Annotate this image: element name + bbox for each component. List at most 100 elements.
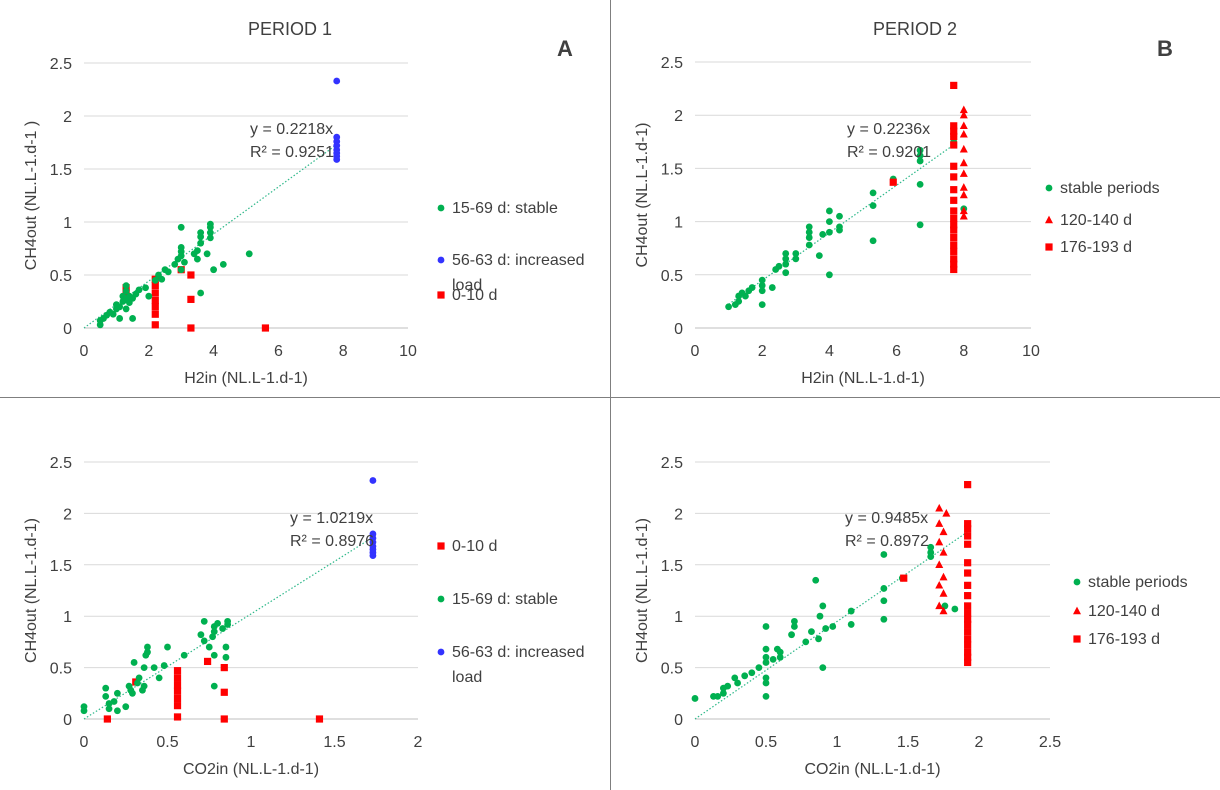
x-tick-label: 2 bbox=[975, 734, 984, 751]
data-point bbox=[950, 255, 958, 263]
data-point bbox=[758, 282, 766, 289]
data-point bbox=[964, 635, 972, 643]
data-point bbox=[720, 689, 727, 697]
data-point bbox=[151, 310, 159, 318]
y-tick-label: 1 bbox=[674, 215, 683, 232]
data-point bbox=[819, 230, 827, 238]
data-point bbox=[942, 509, 951, 517]
data-point bbox=[791, 617, 798, 625]
x-tick-label: 4 bbox=[825, 343, 834, 360]
data-point bbox=[916, 152, 924, 160]
data-point bbox=[173, 681, 182, 689]
equation-label: y = 0.2218x bbox=[250, 121, 333, 138]
data-point bbox=[935, 580, 944, 589]
data-point bbox=[950, 122, 958, 130]
chart-panel-a: 0 0.5 1 1.5 2 2.5 0 2 4 6 8 10 H2in (NL.L-1.d-1) CH4o… bbox=[23, 19, 585, 387]
data-point bbox=[122, 282, 130, 289]
data-point bbox=[836, 212, 843, 220]
data-point bbox=[144, 648, 151, 656]
data-point bbox=[964, 653, 972, 661]
x-axis-label: H2in (NL.L-1.d-1) bbox=[184, 370, 308, 387]
data-point bbox=[206, 220, 214, 228]
data-point bbox=[927, 543, 935, 551]
data-point bbox=[129, 315, 137, 322]
series-1 bbox=[725, 133, 968, 311]
data-point bbox=[776, 648, 784, 656]
data-point bbox=[880, 597, 888, 605]
x-tick-label: 0 bbox=[691, 343, 700, 360]
y-tick-label: 1 bbox=[63, 215, 72, 232]
data-point bbox=[808, 628, 815, 636]
x-tick-label: 6 bbox=[274, 343, 283, 360]
chart-panel-c: 0 0.5 1 1.5 2 2.5 0 0.5 1 1.5 2 CO2in (NL.L-1.d-1) C… bbox=[23, 455, 585, 778]
legend-label: 176-193 d bbox=[1088, 631, 1160, 648]
data-point bbox=[224, 621, 232, 628]
data-point bbox=[177, 266, 185, 274]
data-point bbox=[964, 648, 972, 656]
series-1 bbox=[691, 532, 972, 702]
data-point bbox=[134, 679, 141, 687]
data-point bbox=[816, 612, 824, 620]
data-point bbox=[245, 250, 253, 258]
data-point bbox=[964, 520, 972, 528]
y-tick-label: 1.5 bbox=[661, 558, 683, 575]
panel-letter: A bbox=[557, 36, 573, 61]
data-point bbox=[748, 284, 756, 291]
data-point bbox=[776, 653, 784, 661]
data-point bbox=[187, 295, 195, 303]
data-point bbox=[197, 239, 205, 247]
data-point bbox=[889, 178, 897, 186]
data-point bbox=[935, 503, 944, 512]
data-point bbox=[805, 234, 813, 241]
data-point bbox=[916, 157, 924, 165]
data-point bbox=[964, 615, 972, 623]
data-point bbox=[964, 658, 972, 667]
data-point bbox=[369, 477, 377, 484]
data-point bbox=[935, 537, 944, 546]
data-point bbox=[214, 619, 222, 627]
data-point bbox=[964, 641, 972, 649]
data-point bbox=[206, 229, 214, 237]
data-point bbox=[782, 269, 790, 277]
data-point bbox=[959, 211, 968, 220]
data-point bbox=[815, 252, 823, 260]
legend-marker bbox=[1073, 635, 1081, 643]
legend-label: 56-63 d: increased bbox=[452, 252, 585, 269]
data-point bbox=[791, 623, 798, 630]
data-point bbox=[173, 694, 182, 703]
r-squared-label: R² = 0.9251 bbox=[250, 144, 334, 161]
data-point bbox=[916, 221, 924, 229]
data-point bbox=[939, 606, 948, 615]
data-point bbox=[826, 271, 833, 279]
data-point bbox=[782, 250, 790, 257]
trendline bbox=[83, 144, 338, 329]
y-tick-label: 1.5 bbox=[50, 162, 72, 179]
data-point bbox=[173, 702, 182, 710]
data-point bbox=[768, 284, 776, 291]
data-point bbox=[151, 321, 159, 329]
data-point bbox=[129, 689, 136, 697]
legend-label: 15-69 d: stable bbox=[452, 200, 558, 217]
legend-label: 176-193 d bbox=[1060, 239, 1132, 256]
data-point bbox=[151, 296, 159, 305]
data-point bbox=[731, 674, 739, 682]
x-tick-label: 8 bbox=[339, 343, 348, 360]
legend-label: load bbox=[452, 669, 482, 686]
data-point bbox=[950, 233, 958, 242]
legend-label: 56-63 d: increased bbox=[452, 644, 585, 661]
data-point bbox=[145, 292, 153, 300]
series-3 bbox=[369, 477, 377, 559]
legend-marker bbox=[437, 595, 445, 603]
data-point bbox=[847, 607, 855, 615]
data-point bbox=[950, 162, 958, 170]
data-point bbox=[210, 682, 218, 690]
data-point bbox=[964, 532, 972, 540]
x-tick-label: 4 bbox=[209, 343, 218, 360]
data-point bbox=[210, 651, 218, 659]
data-point bbox=[950, 186, 958, 194]
data-point bbox=[203, 657, 212, 666]
data-point bbox=[964, 525, 972, 533]
legend-marker bbox=[437, 542, 445, 550]
data-point bbox=[158, 275, 166, 283]
data-point bbox=[748, 669, 756, 677]
